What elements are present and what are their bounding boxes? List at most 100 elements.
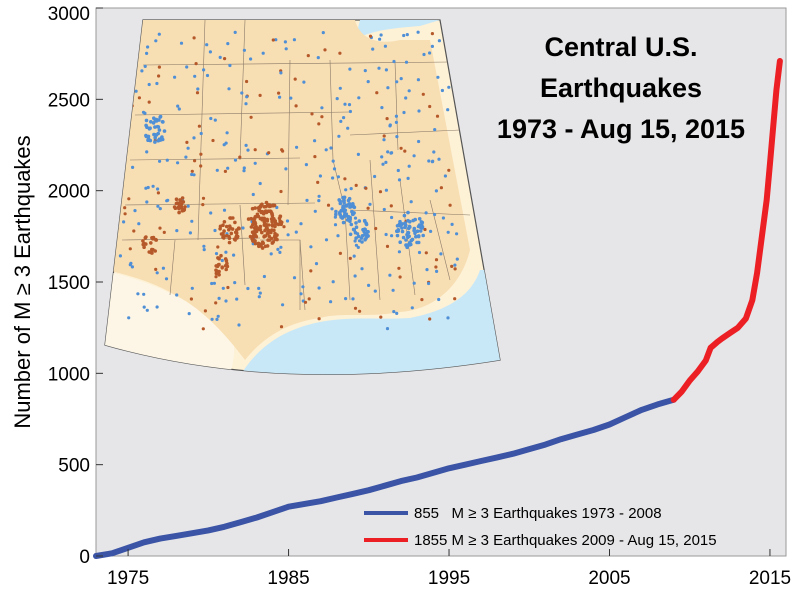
epicenter-dot [307, 297, 311, 301]
epicenter-dot [272, 217, 276, 221]
epicenter-dot [260, 210, 265, 214]
epicenter-dot [153, 136, 157, 140]
epicenter-dot [279, 245, 283, 249]
epicenter-dot [146, 138, 150, 142]
epicenter-dot [213, 118, 217, 122]
epicenter-dot [227, 236, 232, 240]
epicenter-dot [132, 229, 136, 233]
y-tick-label: 3000 [48, 4, 90, 25]
epicenter-dot [395, 233, 400, 238]
epicenter-dot [332, 167, 337, 171]
epicenter-dot [417, 109, 421, 113]
epicenter-dot [354, 225, 359, 229]
epicenter-dot [428, 51, 432, 55]
epicenter-dot [317, 286, 321, 290]
epicenter-dot [205, 43, 209, 47]
epicenter-dot [278, 250, 282, 254]
epicenter-dot [412, 228, 416, 233]
gulf-of-mexico [230, 270, 500, 375]
epicenter-dot [382, 138, 386, 142]
epicenter-dot [281, 303, 285, 307]
epicenter-dot [447, 168, 451, 172]
epicenter-dot [254, 225, 258, 229]
epicenter-dot [400, 229, 405, 234]
epicenter-dot [209, 211, 213, 215]
epicenter-dot [174, 201, 179, 206]
epicenter-dot [253, 241, 258, 246]
epicenter-dot [437, 157, 441, 161]
epicenter-dot [162, 230, 166, 234]
epicenter-dot [212, 281, 216, 285]
epicenter-dot [439, 252, 443, 256]
epicenter-dot [299, 292, 303, 296]
epicenter-dot [455, 232, 459, 236]
epicenter-dot [410, 306, 414, 310]
epicenter-dot [220, 258, 224, 263]
epicenter-dot [253, 206, 257, 210]
epicenter-dot [179, 205, 184, 209]
epicenter-dot [368, 34, 373, 38]
epicenter-dot [240, 91, 244, 95]
epicenter-dot [314, 262, 319, 266]
epicenter-dot [146, 45, 150, 49]
epicenter-dot [344, 203, 348, 208]
epicenter-dot [254, 234, 259, 239]
epicenter-dot [271, 240, 276, 244]
epicenter-dot [292, 38, 296, 42]
epicenter-dot [385, 244, 390, 248]
epicenter-dot [154, 237, 158, 242]
epicenter-dot [345, 218, 350, 222]
epicenter-dot [160, 120, 165, 124]
epicenter-dot [222, 143, 226, 147]
epicenter-dot [279, 325, 284, 329]
epicenter-dot [430, 31, 434, 36]
epicenter-dot [434, 258, 439, 262]
epicenter-dot [415, 229, 420, 233]
epicenter-dot [158, 226, 162, 230]
epicenter-dot [421, 233, 426, 238]
epicenter-dot [416, 240, 421, 245]
epicenter-dot [353, 216, 358, 220]
epicenter-dot [250, 237, 254, 241]
epicenter-dot [269, 236, 274, 241]
epicenter-dot [435, 114, 440, 118]
epicenter-dot [137, 96, 141, 100]
epicenter-dot [336, 175, 340, 179]
epicenter-dot [378, 190, 383, 194]
epicenter-dot [346, 214, 351, 219]
epicenter-dot [344, 297, 348, 301]
epicenter-dot [128, 247, 132, 251]
epicenter-dot [217, 262, 221, 267]
epicenter-dot [368, 202, 372, 206]
epicenter-dot [158, 159, 162, 163]
epicenter-dot [221, 286, 225, 290]
epicenter-dot [251, 222, 255, 227]
epicenter-dot [352, 254, 356, 258]
epicenter-dot [283, 40, 287, 44]
epicenter-dot [157, 65, 161, 69]
epicenter-dot [131, 165, 135, 169]
epicenter-dot [279, 71, 283, 75]
epicenter-dot [226, 166, 230, 170]
epicenter-dot [422, 52, 426, 57]
epicenter-dot [380, 155, 384, 159]
epicenter-dot [331, 280, 335, 284]
epicenter-dot [403, 149, 407, 153]
epicenter-dot [408, 225, 412, 229]
epicenter-dot [399, 77, 403, 81]
epicenter-dot [446, 108, 450, 112]
epicenter-dot [338, 251, 342, 255]
epicenter-dot [317, 199, 321, 203]
epicenter-dot [305, 198, 309, 202]
epicenter-dot [141, 110, 146, 114]
epicenter-dot [205, 73, 210, 78]
epicenter-dot [183, 205, 187, 209]
epicenter-dot [317, 194, 321, 198]
epicenter-dot [224, 267, 228, 272]
epicenter-dot [353, 274, 357, 278]
epicenter-dot [253, 161, 257, 165]
epicenter-dot [404, 243, 408, 247]
epicenter-dot [244, 102, 248, 106]
epicenter-dot [407, 164, 411, 168]
epicenter-dot [295, 145, 299, 149]
